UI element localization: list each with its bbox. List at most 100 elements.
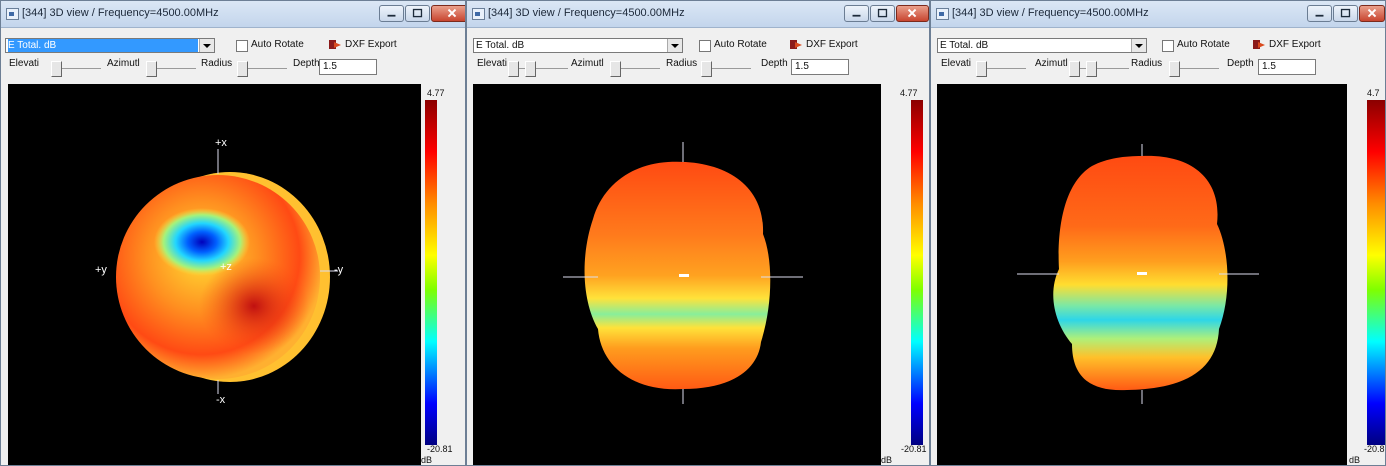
radius-label: Radius xyxy=(666,58,698,69)
window-title: [344] 3D view / Frequency=4500.00MHz xyxy=(952,7,1149,19)
field-select[interactable]: E Total. dB xyxy=(937,38,1147,53)
color-scale-bar xyxy=(425,100,437,445)
field-select-value: E Total. dB xyxy=(940,40,989,51)
window-1: [344] 3D view / Frequency=4500.00MHz E T… xyxy=(0,0,466,466)
app-icon xyxy=(472,8,485,20)
elevation-label: Elevati xyxy=(477,58,508,69)
radius-slider[interactable] xyxy=(1169,61,1219,77)
toolbar: E Total. dB Auto Rotate DXF Export Eleva… xyxy=(931,28,1385,84)
maximize-icon xyxy=(412,8,423,18)
minimize-button[interactable] xyxy=(1307,5,1332,22)
3d-view-canvas[interactable]: +x -x +y -y +z xyxy=(8,84,421,465)
radiation-pattern-blob xyxy=(563,142,803,404)
title-bar[interactable]: [344] 3D view / Frequency=4500.00MHz xyxy=(1,1,465,28)
3d-view-canvas[interactable] xyxy=(937,84,1347,465)
azimuth-label: Azimutl xyxy=(107,58,140,69)
toolbar: E Total. dB Auto Rotate DXF Export Eleva… xyxy=(1,28,465,84)
dxf-export-button[interactable]: DXF Export xyxy=(1269,39,1321,50)
close-icon xyxy=(1367,8,1377,18)
maximize-button[interactable] xyxy=(405,5,430,22)
axis-label-plus-y: +y xyxy=(95,264,107,276)
minimize-button[interactable] xyxy=(379,5,404,22)
app-icon xyxy=(6,8,19,20)
maximize-button[interactable] xyxy=(1333,5,1358,22)
field-select-value: E Total. dB xyxy=(476,40,525,51)
scale-max-label: 4.77 xyxy=(900,88,918,98)
title-bar[interactable]: [344] 3D view / Frequency=4500.00MHz xyxy=(931,1,1385,28)
scale-unit-label: dB xyxy=(1349,455,1361,465)
dropdown-arrow-icon[interactable] xyxy=(667,39,682,52)
radiation-pattern-blob xyxy=(1017,144,1259,404)
dxf-export-button[interactable]: DXF Export xyxy=(806,39,858,50)
close-button[interactable] xyxy=(896,5,929,22)
scale-unit-label: dB xyxy=(421,455,433,465)
auto-rotate-checkbox[interactable] xyxy=(699,40,711,52)
auto-rotate-checkbox[interactable] xyxy=(1162,40,1174,52)
window-2: [344] 3D view / Frequency=4500.00MHz E T… xyxy=(466,0,930,466)
axis-label-plus-x: +x xyxy=(215,137,227,149)
radius-label: Radius xyxy=(201,58,233,69)
close-button[interactable] xyxy=(431,5,465,22)
color-scale-bar xyxy=(911,100,923,445)
minimize-icon xyxy=(387,14,396,17)
window-3: [344] 3D view / Frequency=4500.00MHz E T… xyxy=(930,0,1386,466)
elevation-label: Elevati xyxy=(9,58,40,69)
elevation-slider[interactable] xyxy=(508,61,568,77)
azimuth-slider[interactable] xyxy=(1069,61,1129,77)
dropdown-arrow-icon[interactable] xyxy=(199,39,214,52)
scale-max-label: 4.77 xyxy=(427,88,445,98)
elevation-slider[interactable] xyxy=(51,61,101,77)
maximize-icon xyxy=(1340,8,1351,18)
close-icon xyxy=(447,8,457,18)
close-icon xyxy=(907,8,917,18)
window-title: [344] 3D view / Frequency=4500.00MHz xyxy=(22,7,219,19)
axis-label-plus-z: +z xyxy=(220,261,232,273)
depth-input[interactable]: 1.5 xyxy=(791,59,849,75)
field-select-value: E Total. dB xyxy=(8,39,198,52)
depth-label: Depth xyxy=(293,58,320,69)
maximize-button[interactable] xyxy=(870,5,895,22)
close-button[interactable] xyxy=(1359,5,1385,22)
axis-label-minus-x: -x xyxy=(216,394,226,406)
app-icon xyxy=(936,8,949,20)
field-select[interactable]: E Total. dB xyxy=(5,38,215,53)
radius-slider[interactable] xyxy=(701,61,751,77)
azimuth-slider[interactable] xyxy=(610,61,660,77)
dxf-export-icon[interactable] xyxy=(790,39,803,51)
scale-unit-label: dB xyxy=(881,455,893,465)
toolbar: E Total. dB Auto Rotate DXF Export Eleva… xyxy=(467,28,929,84)
elevation-slider[interactable] xyxy=(976,61,1026,77)
dropdown-arrow-icon[interactable] xyxy=(1131,39,1146,52)
radius-label: Radius xyxy=(1131,58,1163,69)
auto-rotate-label: Auto Rotate xyxy=(251,39,304,50)
color-scale-bar xyxy=(1367,100,1385,445)
depth-label: Depth xyxy=(761,58,788,69)
axis-label-minus-y: -y xyxy=(334,264,344,276)
scale-max-label: 4.7 xyxy=(1367,88,1380,98)
title-bar[interactable]: [344] 3D view / Frequency=4500.00MHz xyxy=(467,1,929,28)
minimize-icon xyxy=(852,14,861,17)
elevation-label: Elevati xyxy=(941,58,972,69)
azimuth-label: Azimutl xyxy=(571,58,604,69)
dxf-export-button[interactable]: DXF Export xyxy=(345,39,397,50)
scale-min-label: -20.81 xyxy=(427,444,453,454)
maximize-icon xyxy=(877,8,888,18)
field-select[interactable]: E Total. dB xyxy=(473,38,683,53)
auto-rotate-checkbox[interactable] xyxy=(236,40,248,52)
auto-rotate-label: Auto Rotate xyxy=(714,39,767,50)
scale-min-label: -20.81 xyxy=(901,444,927,454)
radius-slider[interactable] xyxy=(237,61,287,77)
dxf-export-icon[interactable] xyxy=(329,39,342,51)
3d-view-canvas[interactable] xyxy=(473,84,881,465)
azimuth-label: Azimutl xyxy=(1035,58,1068,69)
depth-input[interactable]: 1.5 xyxy=(319,59,377,75)
auto-rotate-label: Auto Rotate xyxy=(1177,39,1230,50)
scale-min-label: -20.8 xyxy=(1364,444,1385,454)
window-title: [344] 3D view / Frequency=4500.00MHz xyxy=(488,7,685,19)
radiation-pattern-sphere xyxy=(116,149,338,394)
azimuth-slider[interactable] xyxy=(146,61,196,77)
minimize-button[interactable] xyxy=(844,5,869,22)
depth-input[interactable]: 1.5 xyxy=(1258,59,1316,75)
depth-label: Depth xyxy=(1227,58,1254,69)
dxf-export-icon[interactable] xyxy=(1253,39,1266,51)
